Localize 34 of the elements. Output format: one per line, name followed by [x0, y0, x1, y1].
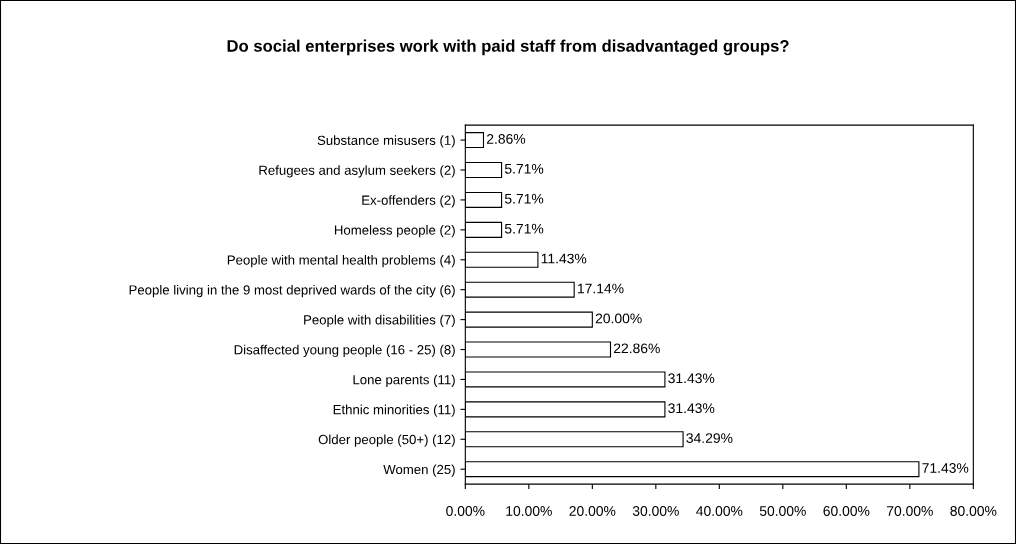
y-tick-label: Refugees and asylum seekers (2): [259, 165, 455, 178]
data-label: 5.71%: [504, 223, 544, 234]
y-tick-label: Ex-offenders (2): [362, 195, 455, 208]
x-tick-label: 0.00%: [446, 506, 485, 516]
x-tick-label: 70.00%: [886, 506, 933, 516]
data-label: 31.43%: [668, 403, 715, 414]
data-label: 34.29%: [686, 433, 733, 444]
y-tick-label: Lone parents (11): [353, 374, 455, 387]
data-label: 31.43%: [668, 373, 715, 384]
data-label: 11.43%: [541, 253, 587, 264]
data-label: 5.71%: [504, 193, 544, 204]
y-tick-label: People living in the 9 most deprived wards of the city (6): [129, 284, 455, 298]
x-tick-label: 50.00%: [759, 506, 806, 516]
y-tick-label: Substance misusers (1): [317, 135, 455, 148]
y-tick-label: Disaffected young people (16 - 25) (8): [234, 344, 455, 358]
x-tick-label: 30.00%: [632, 506, 679, 516]
y-tick-label: Women (25): [383, 464, 455, 477]
x-tick-label: 10.00%: [506, 506, 552, 516]
y-tick-label: People with disabilities (7): [304, 314, 455, 328]
x-tick-label: 20.00%: [569, 506, 616, 516]
y-tick-label: Older people (50+) (12): [318, 434, 455, 447]
data-label: 5.71%: [504, 163, 544, 174]
data-label: 71.43%: [922, 463, 969, 473]
y-tick-label: Homeless people (2): [334, 225, 455, 238]
data-label: 17.14%: [578, 283, 624, 294]
data-label: 20.00%: [595, 313, 642, 324]
data-label: 2.86%: [486, 133, 526, 144]
x-tick-label: 40.00%: [696, 506, 743, 516]
x-tick-label: 80.00%: [950, 506, 997, 516]
x-tick-label: 60.00%: [823, 506, 870, 516]
y-tick-label: People with mental health problems (4): [227, 254, 455, 268]
data-label: 22.86%: [613, 343, 660, 354]
y-tick-label: Ethnic minorities (11): [333, 404, 455, 417]
chart-title: Do social enterprises work with paid staff from disadvantaged groups?: [227, 39, 789, 56]
